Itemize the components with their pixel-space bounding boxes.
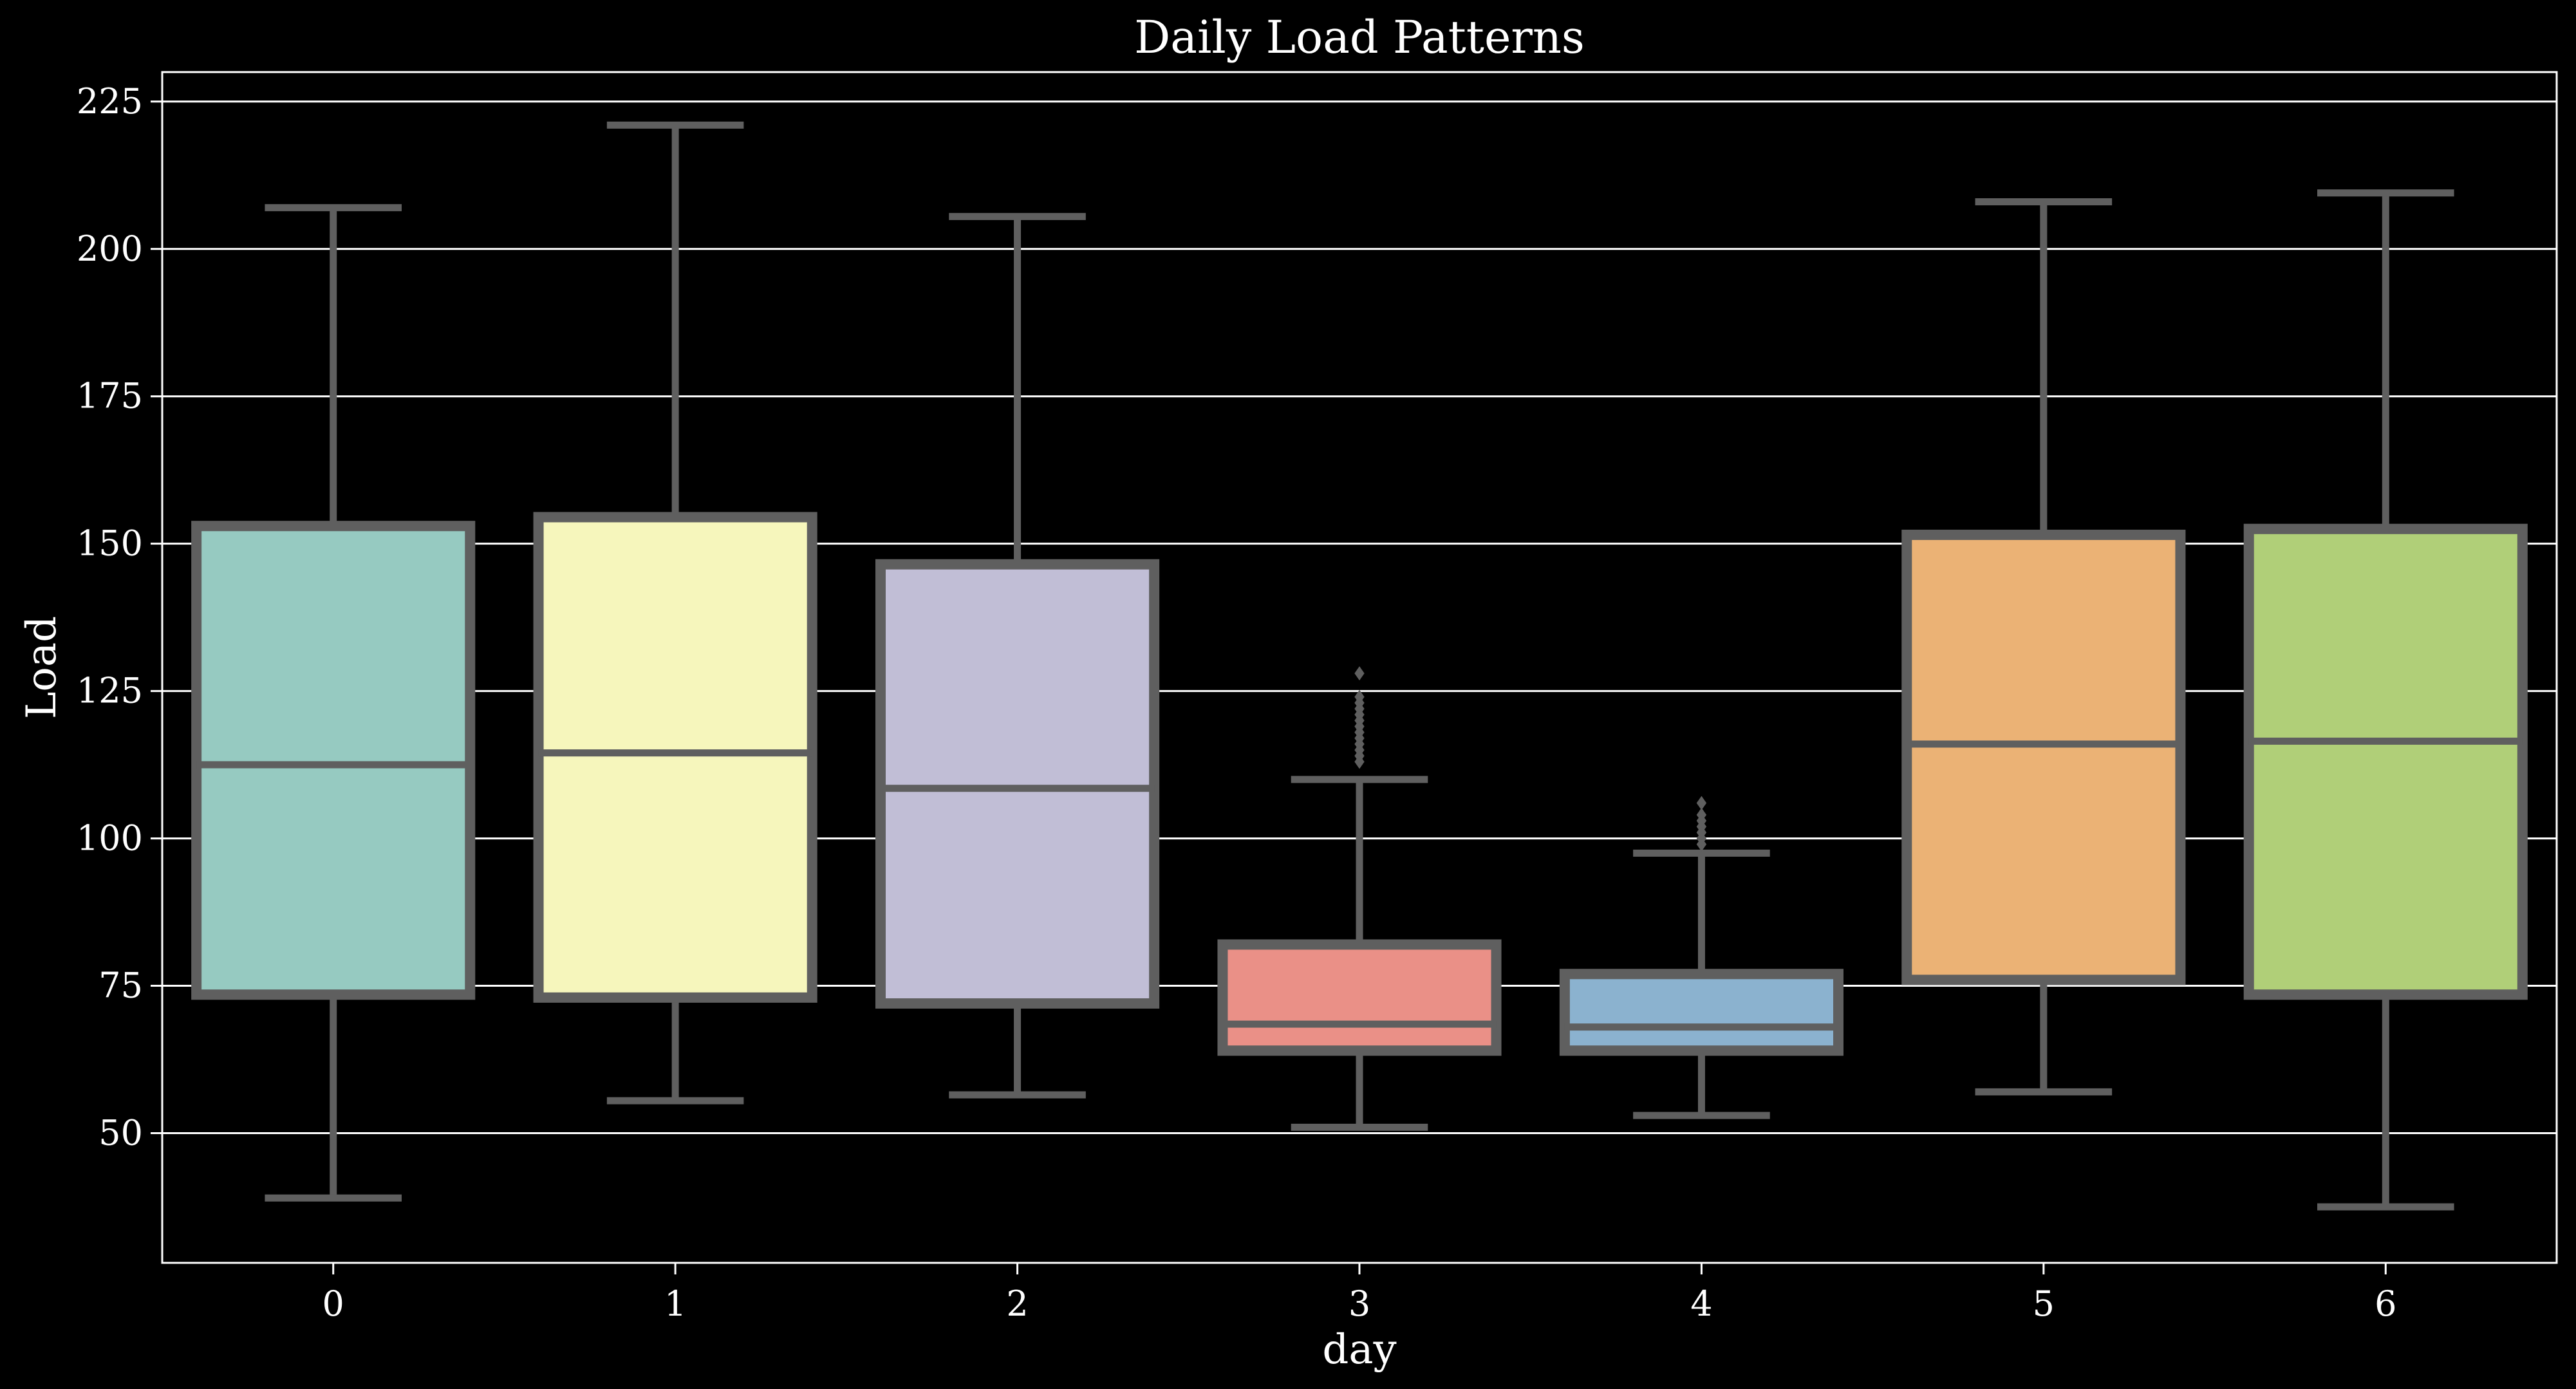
box-group-day-1 [533,121,817,1105]
box-iqr [1901,529,2186,985]
box-group-day-3 [1217,666,1502,1131]
x-tick-label: 3 [1349,1283,1370,1324]
y-tick-label: 200 [77,228,143,269]
x-tick-label: 1 [664,1283,686,1324]
box-group-day-0 [191,204,476,1202]
box-group-day-6 [2243,189,2528,1211]
x-axis-label: day [1322,1326,1396,1374]
y-tick-label: 225 [77,81,143,122]
box-iqr [533,512,817,1003]
y-tick-label: 50 [98,1113,143,1153]
y-tick-label: 75 [98,965,143,1006]
x-tick-label: 0 [322,1283,344,1324]
x-tick-label: 2 [1006,1283,1028,1324]
x-tick-label: 5 [2033,1283,2055,1324]
box-group-day-5 [1901,198,2186,1095]
y-tick-label: 150 [77,523,143,564]
box-iqr [191,521,476,1000]
outlier-point [1354,689,1365,704]
x-tick-label: 6 [2375,1283,2396,1324]
box-iqr [2243,523,2528,1000]
y-tick-label: 100 [77,818,143,859]
box-group-day-4 [1559,796,1844,1119]
x-tick-label: 4 [1690,1283,1712,1324]
y-tick-label: 175 [77,376,143,416]
outlier-point [1696,796,1707,810]
outlier-point [1354,666,1365,681]
y-axis-label: Load [18,616,66,719]
y-tick-label: 125 [77,671,143,711]
boxplots [191,121,2528,1211]
outlier-point [1696,807,1707,822]
y-axis-ticks: 50 75 100 125 150 175 200 225 [77,81,162,1153]
box-iqr [1559,969,1844,1056]
box-iqr [875,559,1160,1009]
x-axis-ticks: 0 1 2 3 4 5 6 [322,1263,2396,1324]
box-iqr [1217,939,1502,1056]
chart-title: Daily Load Patterns [1134,11,1585,64]
box-group-day-2 [875,212,1160,1099]
